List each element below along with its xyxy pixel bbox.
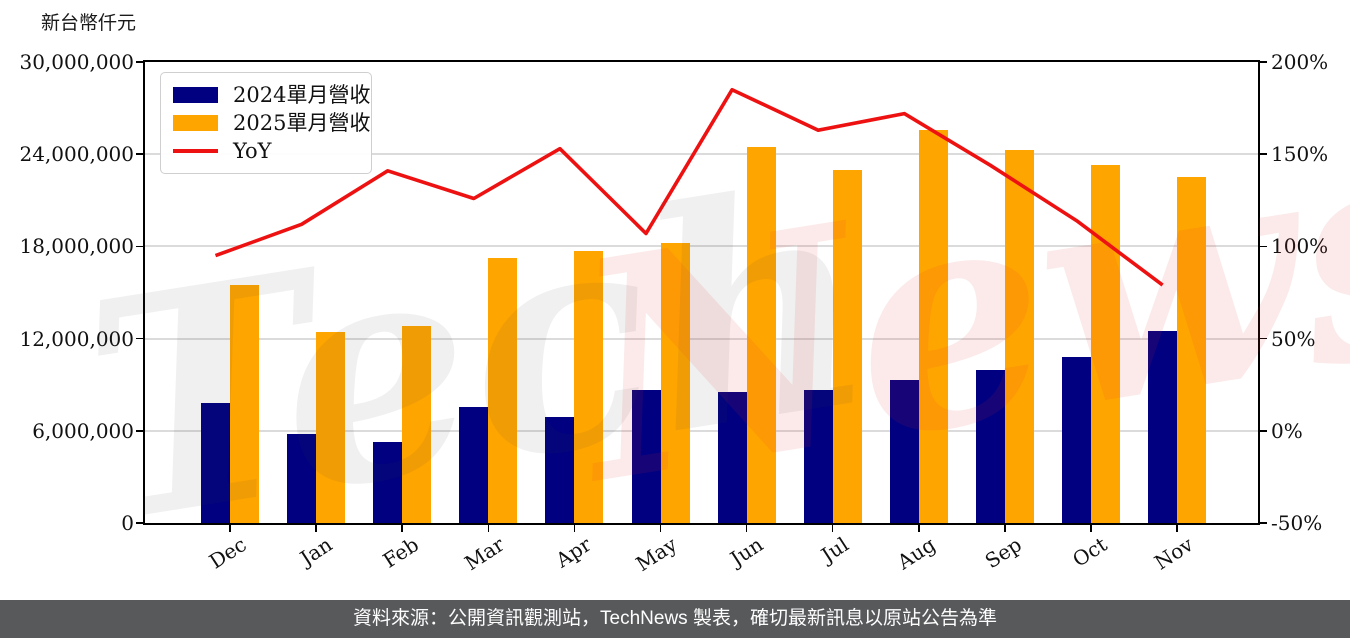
x-tick-label-Feb: Feb bbox=[378, 532, 423, 573]
right-tick-mark bbox=[1260, 61, 1267, 63]
x-tick-label-May: May bbox=[631, 532, 682, 577]
bar-2024-Aug bbox=[889, 380, 919, 523]
bar-2024-Jul bbox=[803, 390, 833, 523]
x-tick-mark bbox=[1090, 525, 1092, 532]
x-tick-mark bbox=[229, 525, 231, 532]
gridline bbox=[145, 429, 1258, 432]
bar-2024-Apr bbox=[545, 416, 575, 523]
right-tick-label: 50% bbox=[1271, 326, 1316, 351]
bar-2024-Sep bbox=[975, 370, 1005, 523]
left-tick-mark bbox=[136, 337, 143, 340]
legend-item-2025: 2025單月營收 bbox=[173, 109, 370, 137]
left-tick-label: 30,000,000 bbox=[19, 50, 134, 74]
x-tick-mark bbox=[315, 525, 317, 532]
legend-label-2025: 2025單月營收 bbox=[233, 111, 371, 135]
x-tick-label-Aug: Aug bbox=[892, 532, 940, 575]
yoy-line bbox=[214, 87, 1164, 287]
x-tick-mark bbox=[831, 525, 834, 532]
x-tick-mark bbox=[1176, 525, 1178, 532]
x-tick-label-Mar: Mar bbox=[460, 532, 509, 576]
bar-2024-Nov bbox=[1148, 330, 1178, 523]
right-tick-mark bbox=[1260, 245, 1267, 248]
left-tick-label: 6,000,000 bbox=[32, 418, 134, 443]
bar-2024-Oct bbox=[1062, 357, 1091, 523]
yoy-line-layer bbox=[214, 87, 1164, 287]
legend: 2024單月營收 2025單月營收 YoY bbox=[160, 72, 372, 174]
bar-2025-Jun bbox=[746, 146, 776, 523]
left-tick-label: 12,000,000 bbox=[19, 326, 134, 351]
x-tick-mark bbox=[401, 525, 403, 532]
x-tick-mark bbox=[573, 525, 576, 532]
legend-label-2024: 2024單月營收 bbox=[233, 83, 371, 107]
bar-2025-Sep bbox=[1004, 149, 1034, 523]
left-tick-mark bbox=[136, 430, 143, 432]
bar-2025-Nov bbox=[1177, 177, 1207, 523]
x-tick-label-Oct: Oct bbox=[1068, 532, 1112, 572]
legend-item-2024: 2024單月營收 bbox=[173, 81, 370, 109]
plot-area bbox=[143, 60, 1260, 525]
left-tick-mark bbox=[136, 153, 143, 156]
right-tick-label: 0% bbox=[1271, 418, 1303, 443]
x-tick-mark bbox=[1004, 525, 1006, 532]
legend-item-yoy: YoY bbox=[173, 137, 359, 165]
legend-label-yoy: YoY bbox=[233, 139, 272, 163]
gridline bbox=[145, 245, 1258, 248]
left-tick-mark bbox=[136, 522, 143, 524]
bar-2024-Mar bbox=[459, 406, 489, 523]
source-footer: 資料來源：公開資訊觀測站，TechNews 製表，確切最新訊息以原站公告為準 bbox=[0, 600, 1350, 638]
left-tick-mark bbox=[136, 245, 143, 248]
bar-2025-Aug bbox=[918, 129, 948, 523]
left-tick-label: 0 bbox=[121, 511, 134, 535]
gridline bbox=[145, 153, 1258, 156]
gridline bbox=[145, 337, 1258, 340]
y-axis-title: 新台幣仟元 bbox=[41, 12, 137, 34]
right-tick-label: 100% bbox=[1271, 234, 1329, 259]
right-tick-label: 150% bbox=[1271, 142, 1329, 167]
x-tick-mark bbox=[487, 525, 490, 532]
right-tick-mark bbox=[1260, 430, 1267, 432]
legend-swatch-2025 bbox=[173, 115, 218, 131]
bar-2024-Jun bbox=[717, 392, 747, 523]
x-tick-label-Apr: Apr bbox=[550, 532, 595, 573]
x-tick-label-Sep: Sep bbox=[980, 532, 1026, 574]
bar-2024-May bbox=[631, 390, 661, 523]
left-tick-label: 24,000,000 bbox=[19, 142, 134, 167]
left-tick-mark bbox=[136, 61, 143, 63]
x-tick-mark bbox=[659, 525, 662, 532]
right-tick-label: -50% bbox=[1271, 511, 1323, 535]
bar-2025-Dec bbox=[230, 284, 259, 523]
bar-2024-Jan bbox=[287, 433, 317, 523]
x-tick-label-Jul: Jul bbox=[817, 532, 854, 568]
right-tick-mark bbox=[1260, 522, 1267, 524]
x-tick-label-Nov: Nov bbox=[1150, 532, 1198, 575]
bar-2024-Dec bbox=[201, 403, 230, 523]
source-footer-text: 資料來源：公開資訊觀測站，TechNews 製表，確切最新訊息以原站公告為準 bbox=[353, 608, 997, 629]
legend-swatch-2024 bbox=[173, 87, 218, 103]
bar-2025-Apr bbox=[574, 251, 604, 523]
x-tick-mark bbox=[745, 525, 748, 532]
legend-swatch-yoy-line bbox=[173, 149, 218, 153]
left-tick-label: 18,000,000 bbox=[19, 234, 134, 259]
x-tick-mark bbox=[918, 525, 920, 532]
right-tick-mark bbox=[1260, 153, 1267, 156]
bar-2024-Feb bbox=[373, 442, 403, 523]
x-tick-label-Dec: Dec bbox=[204, 532, 251, 574]
bar-2025-Jan bbox=[316, 331, 346, 523]
bar-2025-Feb bbox=[402, 326, 432, 523]
bar-2025-Mar bbox=[488, 257, 518, 523]
bar-2025-Oct bbox=[1091, 164, 1120, 523]
x-tick-label-Jun: Jun bbox=[725, 532, 768, 571]
right-tick-label: 200% bbox=[1271, 50, 1329, 74]
bar-2025-May bbox=[660, 242, 690, 523]
x-tick-label-Jan: Jan bbox=[296, 532, 337, 571]
right-tick-mark bbox=[1260, 337, 1267, 340]
bar-2025-Jul bbox=[832, 169, 862, 523]
